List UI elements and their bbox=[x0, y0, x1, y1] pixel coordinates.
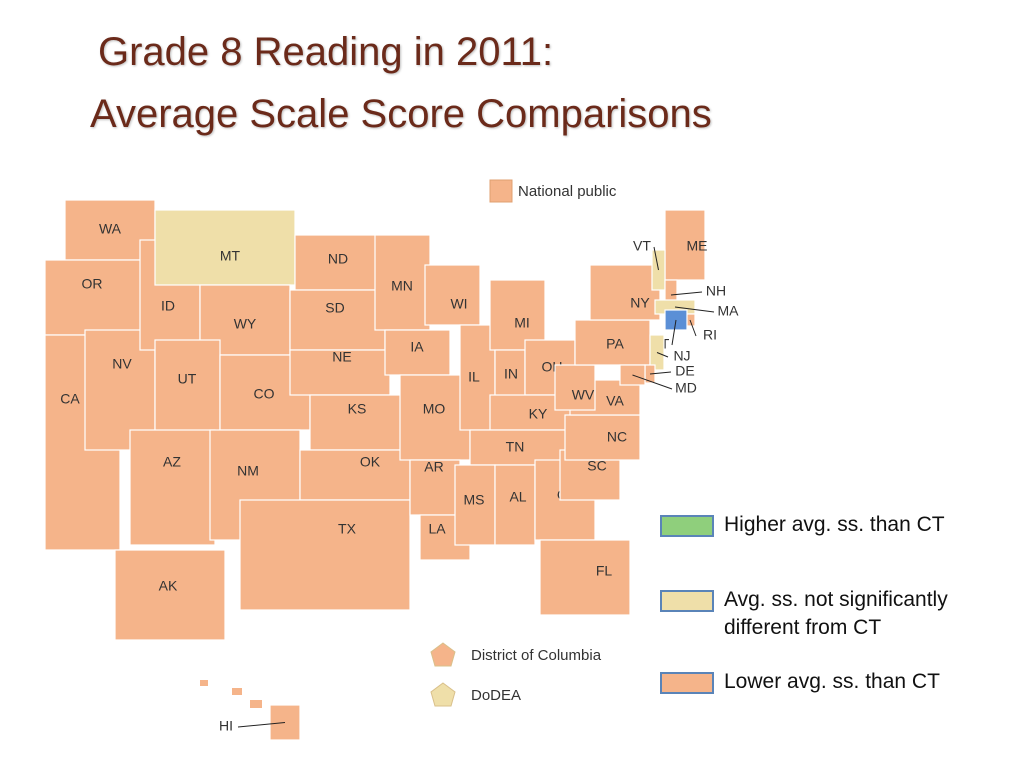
state-label: MA bbox=[718, 303, 740, 319]
state-label: NM bbox=[237, 463, 259, 479]
state-label: ID bbox=[161, 298, 175, 314]
state-label: AK bbox=[159, 578, 178, 594]
state-label: RI bbox=[703, 327, 717, 343]
state-label: NH bbox=[706, 283, 726, 299]
marker bbox=[489, 179, 513, 203]
state-label: NY bbox=[630, 295, 650, 311]
state-label: FL bbox=[596, 563, 613, 579]
state bbox=[384, 329, 451, 376]
state bbox=[589, 264, 661, 321]
state-label: MI bbox=[514, 315, 530, 331]
state-label: DE bbox=[675, 363, 694, 379]
leader-line bbox=[671, 319, 677, 346]
state-label: AZ bbox=[163, 454, 181, 470]
title-line: Grade 8 Reading in 2011: bbox=[98, 30, 554, 74]
state-label: UT bbox=[178, 371, 197, 387]
state-label: SD bbox=[325, 300, 344, 316]
state-label: IN bbox=[504, 366, 518, 382]
state bbox=[454, 464, 496, 546]
state-label: IA bbox=[410, 339, 424, 355]
state-label: NV bbox=[112, 356, 132, 372]
state-label: NJ bbox=[673, 348, 690, 364]
leader-line bbox=[674, 306, 715, 313]
state-label: NC bbox=[607, 429, 627, 445]
legend-swatch bbox=[660, 515, 714, 537]
island bbox=[232, 688, 242, 695]
state-label: OR bbox=[82, 276, 103, 292]
state bbox=[129, 429, 216, 546]
state-label: ND bbox=[328, 251, 348, 267]
state-label: ME bbox=[687, 238, 708, 254]
state-label: KY bbox=[529, 406, 548, 422]
state-label: WY bbox=[234, 316, 257, 332]
state bbox=[554, 364, 596, 411]
legend-item: Higher avg. ss. than CT bbox=[660, 513, 994, 539]
marker-label: National public bbox=[518, 183, 617, 200]
marker-label: DoDEA bbox=[471, 687, 521, 704]
leader-line bbox=[632, 374, 673, 390]
state-label: MT bbox=[220, 248, 241, 264]
title-line: Average Scale Score Comparisons bbox=[90, 92, 712, 136]
state-label: VA bbox=[606, 393, 624, 409]
state-label: WA bbox=[99, 221, 122, 237]
state-label: WI bbox=[450, 296, 467, 312]
state bbox=[494, 464, 536, 546]
state bbox=[154, 339, 221, 436]
state-label: MO bbox=[423, 401, 446, 417]
state bbox=[309, 394, 411, 451]
legend-item: Lower avg. ss. than CT bbox=[660, 670, 994, 696]
state-label: CA bbox=[60, 391, 80, 407]
state bbox=[289, 349, 391, 396]
leader-line bbox=[237, 722, 286, 728]
island bbox=[200, 680, 208, 686]
state bbox=[564, 414, 641, 461]
marker bbox=[430, 682, 456, 707]
state-label: TN bbox=[506, 439, 525, 455]
state-label: AL bbox=[509, 489, 526, 505]
legend-label: Lower avg. ss. than CT bbox=[724, 670, 940, 693]
leader-line bbox=[649, 371, 672, 375]
state-label: HI bbox=[219, 718, 233, 734]
state-label: KS bbox=[348, 401, 367, 417]
state-label: WV bbox=[572, 387, 595, 403]
leader-line bbox=[689, 319, 697, 337]
state-label: SC bbox=[587, 458, 606, 474]
state bbox=[44, 259, 151, 336]
state-label: MN bbox=[391, 278, 413, 294]
legend-item: Avg. ss. not significantly different fro… bbox=[660, 588, 994, 642]
legend-swatch bbox=[660, 590, 714, 612]
state bbox=[289, 289, 386, 351]
island bbox=[250, 700, 262, 708]
legend-label: Higher avg. ss. than CT bbox=[724, 513, 945, 536]
state bbox=[154, 209, 296, 286]
state-label: LA bbox=[428, 521, 446, 537]
state bbox=[424, 264, 481, 326]
marker-label: District of Columbia bbox=[471, 647, 602, 664]
marker bbox=[430, 642, 456, 667]
legend-label: Avg. ss. not significantly different fro… bbox=[724, 588, 948, 639]
state bbox=[664, 209, 706, 281]
state-label: VT bbox=[633, 238, 651, 254]
state-label: CO bbox=[254, 386, 275, 402]
leader-line bbox=[653, 246, 659, 271]
state-label: IL bbox=[468, 369, 480, 385]
state-label: PA bbox=[606, 336, 624, 352]
leader-line bbox=[656, 352, 669, 358]
state bbox=[374, 234, 431, 331]
state-label: AR bbox=[424, 459, 443, 475]
state bbox=[239, 499, 411, 611]
state bbox=[114, 549, 226, 641]
state-label: MD bbox=[675, 380, 697, 396]
state-label: MS bbox=[464, 492, 485, 508]
leader-line bbox=[670, 291, 703, 296]
state-label: TX bbox=[338, 521, 357, 537]
state-label: OK bbox=[360, 454, 381, 470]
state-label: NE bbox=[332, 349, 351, 365]
state bbox=[489, 279, 546, 351]
state bbox=[539, 539, 631, 616]
legend-swatch bbox=[660, 672, 714, 694]
state bbox=[299, 449, 411, 501]
